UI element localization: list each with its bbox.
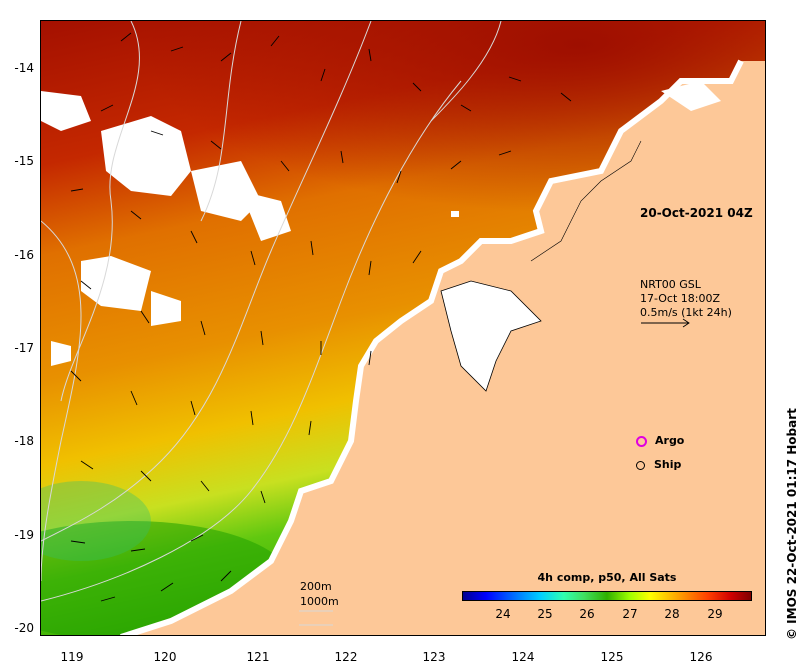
current-arrows — [70, 32, 690, 602]
lat-tick-15: -15 — [14, 154, 34, 168]
imos-credit: © IMOS 22-Oct-2021 01:17 Hobart — [785, 408, 799, 640]
legend-ship: Ship — [636, 458, 681, 471]
colorbar-tick-25: 25 — [537, 607, 553, 621]
colorbar — [462, 591, 752, 601]
lon-tick-122: 122 — [334, 650, 358, 664]
colorbar-tick-29: 29 — [707, 607, 723, 621]
current-time: 17-Oct 18:00Z — [640, 292, 721, 305]
cloud-mask — [41, 81, 721, 366]
lat-tick-20: -20 — [14, 621, 34, 635]
lat-tick-17: -17 — [14, 341, 34, 355]
bathy-label-200m: 200m — [300, 580, 332, 593]
lon-tick-124: 124 — [511, 650, 535, 664]
sst-cool-patch-2 — [41, 481, 151, 561]
lon-tick-119: 119 — [60, 650, 84, 664]
lat-tick-14: -14 — [14, 61, 34, 75]
bathymetry-contours — [41, 21, 502, 602]
land-mass — [127, 61, 765, 635]
sst-map-frame[interactable] — [40, 20, 766, 636]
lon-tick-125: 125 — [600, 650, 624, 664]
legend-ship-label: Ship — [654, 458, 682, 471]
land-inlet — [440, 280, 542, 392]
legend-argo-label: Argo — [655, 434, 685, 447]
ship-icon — [636, 460, 645, 470]
coastline — [120, 59, 744, 635]
current-scale: 0.5m/s (1kt 24h) — [640, 306, 732, 319]
coastline-rugged — [530, 140, 642, 262]
colorbar-tick-27: 27 — [622, 607, 638, 621]
lon-tick-126: 126 — [689, 650, 713, 664]
argo-icon — [636, 435, 647, 447]
current-info: NRT00 GSL 17-Oct 18:00Z 0.5m/s (1kt 24h) — [640, 278, 732, 320]
colorbar-title: 4h comp, p50, All Sats — [537, 571, 677, 584]
colorbar-tick-26: 26 — [579, 607, 595, 621]
colorbar-tick-28: 28 — [664, 607, 680, 621]
lon-tick-123: 123 — [422, 650, 446, 664]
lon-tick-121: 121 — [246, 650, 270, 664]
sst-map — [41, 21, 765, 635]
lat-tick-18: -18 — [14, 434, 34, 448]
bathy-label-1000m: 1000m — [300, 595, 339, 608]
lat-tick-16: -16 — [14, 248, 34, 262]
lat-tick-19: -19 — [14, 528, 34, 542]
legend-argo: Argo — [636, 434, 684, 447]
colorbar-tick-24: 24 — [495, 607, 511, 621]
current-source: NRT00 GSL — [640, 278, 701, 291]
lon-tick-120: 120 — [153, 650, 177, 664]
map-datetime: 20-Oct-2021 04Z — [640, 206, 753, 220]
